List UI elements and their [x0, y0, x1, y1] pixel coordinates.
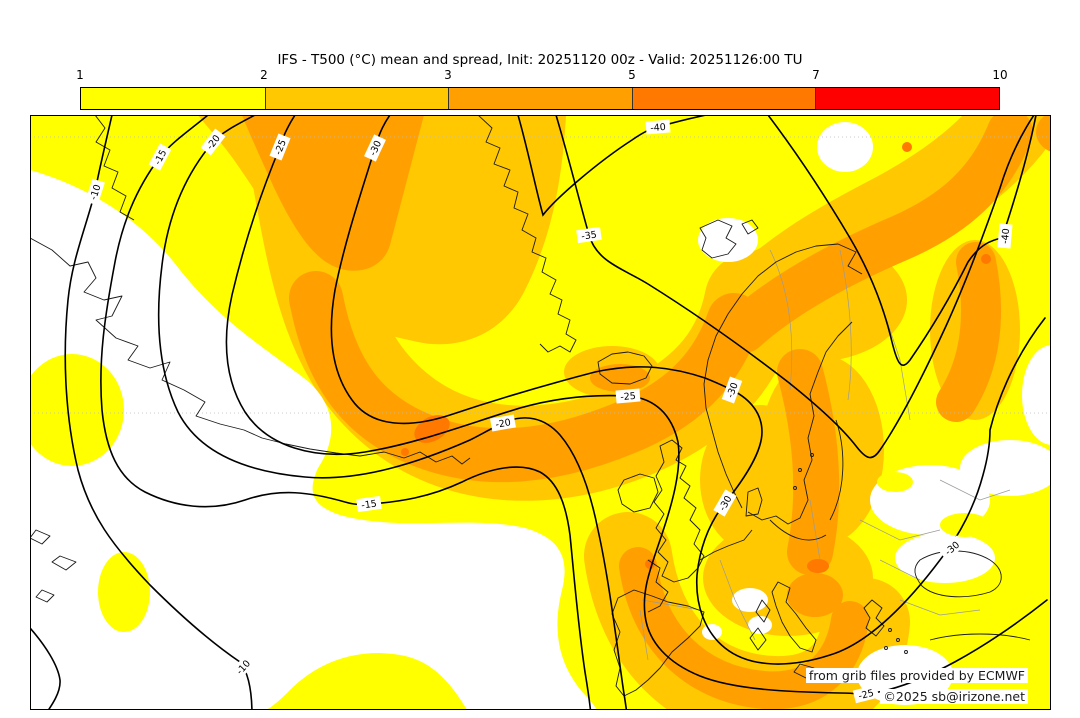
colorbar-segment-1-2 — [81, 88, 265, 109]
svg-text:-40: -40 — [650, 122, 666, 134]
colorbar-tick-7: 7 — [812, 68, 820, 82]
attribution-copyright: ©2025 sb@irizone.net — [880, 689, 1028, 704]
contour-label--20: -20 — [490, 414, 516, 432]
contour-label--35: -35 — [576, 226, 602, 244]
svg-text:-10: -10 — [88, 183, 103, 201]
colorbar-tick-1: 1 — [76, 68, 84, 82]
svg-text:-25: -25 — [273, 138, 289, 157]
spread-fill-layer — [31, 116, 1050, 709]
contour-label--25: -25 — [852, 684, 880, 704]
contour-label--10: -10 — [85, 178, 105, 206]
colorbar-segment-3-5 — [448, 88, 632, 109]
colorbar-segment-7-10 — [815, 88, 999, 109]
svg-text:-40: -40 — [1000, 228, 1012, 244]
colorbar-tick-3: 3 — [444, 68, 452, 82]
svg-text:-15: -15 — [361, 498, 378, 511]
spread-colorbar — [80, 87, 1000, 110]
contour-label--40: -40 — [645, 119, 671, 135]
map-canvas: -10 -10 -15 -15 -20 -20 -25 -25 -25 -30 -30 -30 -30-… — [30, 115, 1051, 710]
contour-labels-layer: -10-10-15-15-20-20-25-25-25-30-30-30-30-… — [85, 119, 1013, 704]
contour-label--40: -40 — [997, 223, 1013, 249]
svg-text:-30: -30 — [725, 381, 741, 399]
colorbar-segment-5-7 — [631, 88, 816, 109]
svg-text:-35: -35 — [581, 229, 598, 242]
attribution-source: from grib files provided by ECMWF — [805, 668, 1028, 683]
svg-text:-25: -25 — [857, 688, 875, 702]
svg-text:-20: -20 — [495, 417, 512, 431]
colorbar-segment-2-3 — [264, 88, 449, 109]
map-title: IFS - T500 (°C) mean and spread, Init: 2… — [277, 52, 803, 68]
contour-label--25: -25 — [269, 133, 291, 161]
contour-label--25: -25 — [615, 388, 641, 404]
svg-text:-25: -25 — [620, 391, 636, 403]
colorbar-tick-10: 10 — [992, 68, 1008, 82]
contour-label--30: -30 — [721, 376, 743, 404]
coastline-layer — [31, 116, 1031, 697]
contour-label--15: -15 — [356, 495, 382, 513]
colorbar-tick-5: 5 — [628, 68, 636, 82]
colorbar-tick-2: 2 — [260, 68, 268, 82]
colorbar-tick-labels: 1 2 3 5 7 10 — [0, 68, 1080, 82]
